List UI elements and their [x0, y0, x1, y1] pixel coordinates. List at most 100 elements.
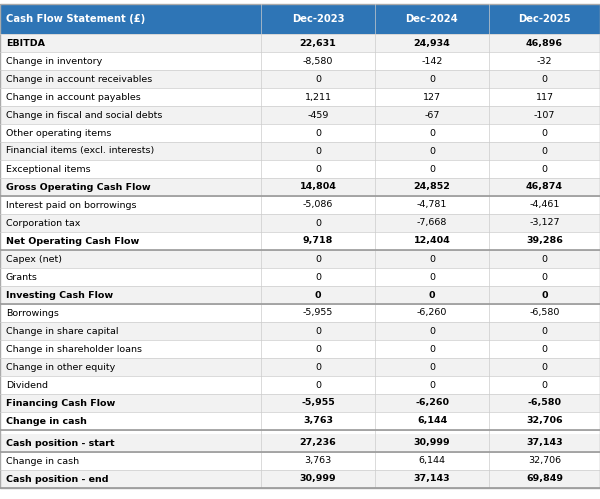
Text: Other operating items: Other operating items — [6, 129, 112, 138]
Text: Cash position - start: Cash position - start — [6, 439, 115, 448]
Text: 14,804: 14,804 — [299, 183, 337, 192]
Text: Change in shareholder loans: Change in shareholder loans — [6, 344, 142, 353]
Bar — [0, 34, 600, 52]
Text: 37,143: 37,143 — [526, 439, 563, 448]
Text: -6,580: -6,580 — [527, 399, 562, 408]
Text: Change in account receivables: Change in account receivables — [6, 74, 152, 83]
Text: 0: 0 — [315, 147, 321, 156]
Text: Interest paid on borrowings: Interest paid on borrowings — [6, 201, 137, 210]
Text: 0: 0 — [542, 74, 548, 83]
Text: 3,763: 3,763 — [303, 417, 333, 426]
Text: Dec-2025: Dec-2025 — [518, 14, 571, 24]
Text: -142: -142 — [421, 56, 443, 65]
Text: 3,763: 3,763 — [304, 457, 332, 466]
Text: Change in inventory: Change in inventory — [6, 56, 102, 65]
Text: 32,706: 32,706 — [528, 457, 561, 466]
Text: 0: 0 — [541, 290, 548, 299]
Text: -5,955: -5,955 — [301, 399, 335, 408]
Text: 30,999: 30,999 — [299, 475, 337, 484]
Text: -5,086: -5,086 — [303, 201, 333, 210]
Bar — [0, 88, 600, 106]
Text: 0: 0 — [429, 362, 435, 371]
Text: EBITDA: EBITDA — [6, 38, 45, 47]
Text: Investing Cash Flow: Investing Cash Flow — [6, 290, 113, 299]
Text: -3,127: -3,127 — [529, 219, 560, 228]
Text: Dividend: Dividend — [6, 381, 48, 390]
Text: 0: 0 — [429, 272, 435, 281]
Bar — [0, 358, 600, 376]
Text: 0: 0 — [315, 381, 321, 390]
Bar — [0, 376, 600, 394]
Text: 0: 0 — [542, 147, 548, 156]
Bar — [375, 4, 489, 34]
Text: 0: 0 — [315, 254, 321, 263]
Bar — [0, 304, 600, 322]
Text: 30,999: 30,999 — [413, 439, 451, 448]
Text: 46,874: 46,874 — [526, 183, 563, 192]
Text: Change in account payables: Change in account payables — [6, 92, 141, 101]
Bar — [0, 470, 600, 488]
Text: Corporation tax: Corporation tax — [6, 219, 80, 228]
Bar — [0, 106, 600, 124]
Bar — [0, 124, 600, 142]
Bar — [0, 268, 600, 286]
Text: 69,849: 69,849 — [526, 475, 563, 484]
Text: 0: 0 — [429, 165, 435, 174]
Text: 0: 0 — [315, 129, 321, 138]
Text: Dec-2023: Dec-2023 — [292, 14, 344, 24]
Text: 0: 0 — [429, 290, 435, 299]
Text: 127: 127 — [423, 92, 441, 101]
Text: -4,461: -4,461 — [529, 201, 560, 210]
Bar — [261, 4, 375, 34]
Text: 0: 0 — [542, 272, 548, 281]
Bar — [0, 178, 600, 196]
Text: 24,852: 24,852 — [413, 183, 451, 192]
Text: -67: -67 — [424, 110, 440, 119]
Text: 1,211: 1,211 — [305, 92, 331, 101]
Bar — [0, 250, 600, 268]
Bar — [0, 452, 600, 470]
Text: 117: 117 — [536, 92, 554, 101]
Text: 0: 0 — [542, 326, 548, 335]
Text: -107: -107 — [534, 110, 555, 119]
Bar — [0, 160, 600, 178]
Text: Net Operating Cash Flow: Net Operating Cash Flow — [6, 237, 139, 246]
Text: 0: 0 — [429, 129, 435, 138]
Text: 0: 0 — [315, 290, 321, 299]
Text: 0: 0 — [315, 165, 321, 174]
Text: -8,580: -8,580 — [303, 56, 333, 65]
Text: 0: 0 — [542, 362, 548, 371]
Bar — [0, 70, 600, 88]
Text: 0: 0 — [429, 147, 435, 156]
Text: Cash Flow Statement (£): Cash Flow Statement (£) — [6, 14, 145, 24]
Bar — [0, 412, 600, 430]
Text: -4,781: -4,781 — [417, 201, 447, 210]
Text: 0: 0 — [429, 74, 435, 83]
Text: 39,286: 39,286 — [526, 237, 563, 246]
Text: 46,896: 46,896 — [526, 38, 563, 47]
Text: 0: 0 — [429, 344, 435, 353]
Text: 0: 0 — [429, 326, 435, 335]
Text: Change in cash: Change in cash — [6, 417, 87, 426]
Text: 6,144: 6,144 — [419, 457, 445, 466]
Bar — [0, 196, 600, 214]
Text: 0: 0 — [542, 165, 548, 174]
Text: 37,143: 37,143 — [413, 475, 451, 484]
Text: 0: 0 — [542, 254, 548, 263]
Text: 12,404: 12,404 — [413, 237, 451, 246]
Text: Capex (net): Capex (net) — [6, 254, 62, 263]
Bar — [0, 340, 600, 358]
Bar — [0, 430, 600, 434]
Text: 27,236: 27,236 — [299, 439, 337, 448]
Text: -32: -32 — [537, 56, 552, 65]
Text: 0: 0 — [315, 219, 321, 228]
Text: -459: -459 — [307, 110, 329, 119]
Text: Borrowings: Borrowings — [6, 308, 59, 317]
Text: 0: 0 — [542, 129, 548, 138]
Text: 6,144: 6,144 — [417, 417, 447, 426]
Text: Financing Cash Flow: Financing Cash Flow — [6, 399, 115, 408]
Text: 0: 0 — [315, 272, 321, 281]
Text: -5,955: -5,955 — [303, 308, 333, 317]
Bar — [0, 142, 600, 160]
Text: Change in fiscal and social debts: Change in fiscal and social debts — [6, 110, 163, 119]
